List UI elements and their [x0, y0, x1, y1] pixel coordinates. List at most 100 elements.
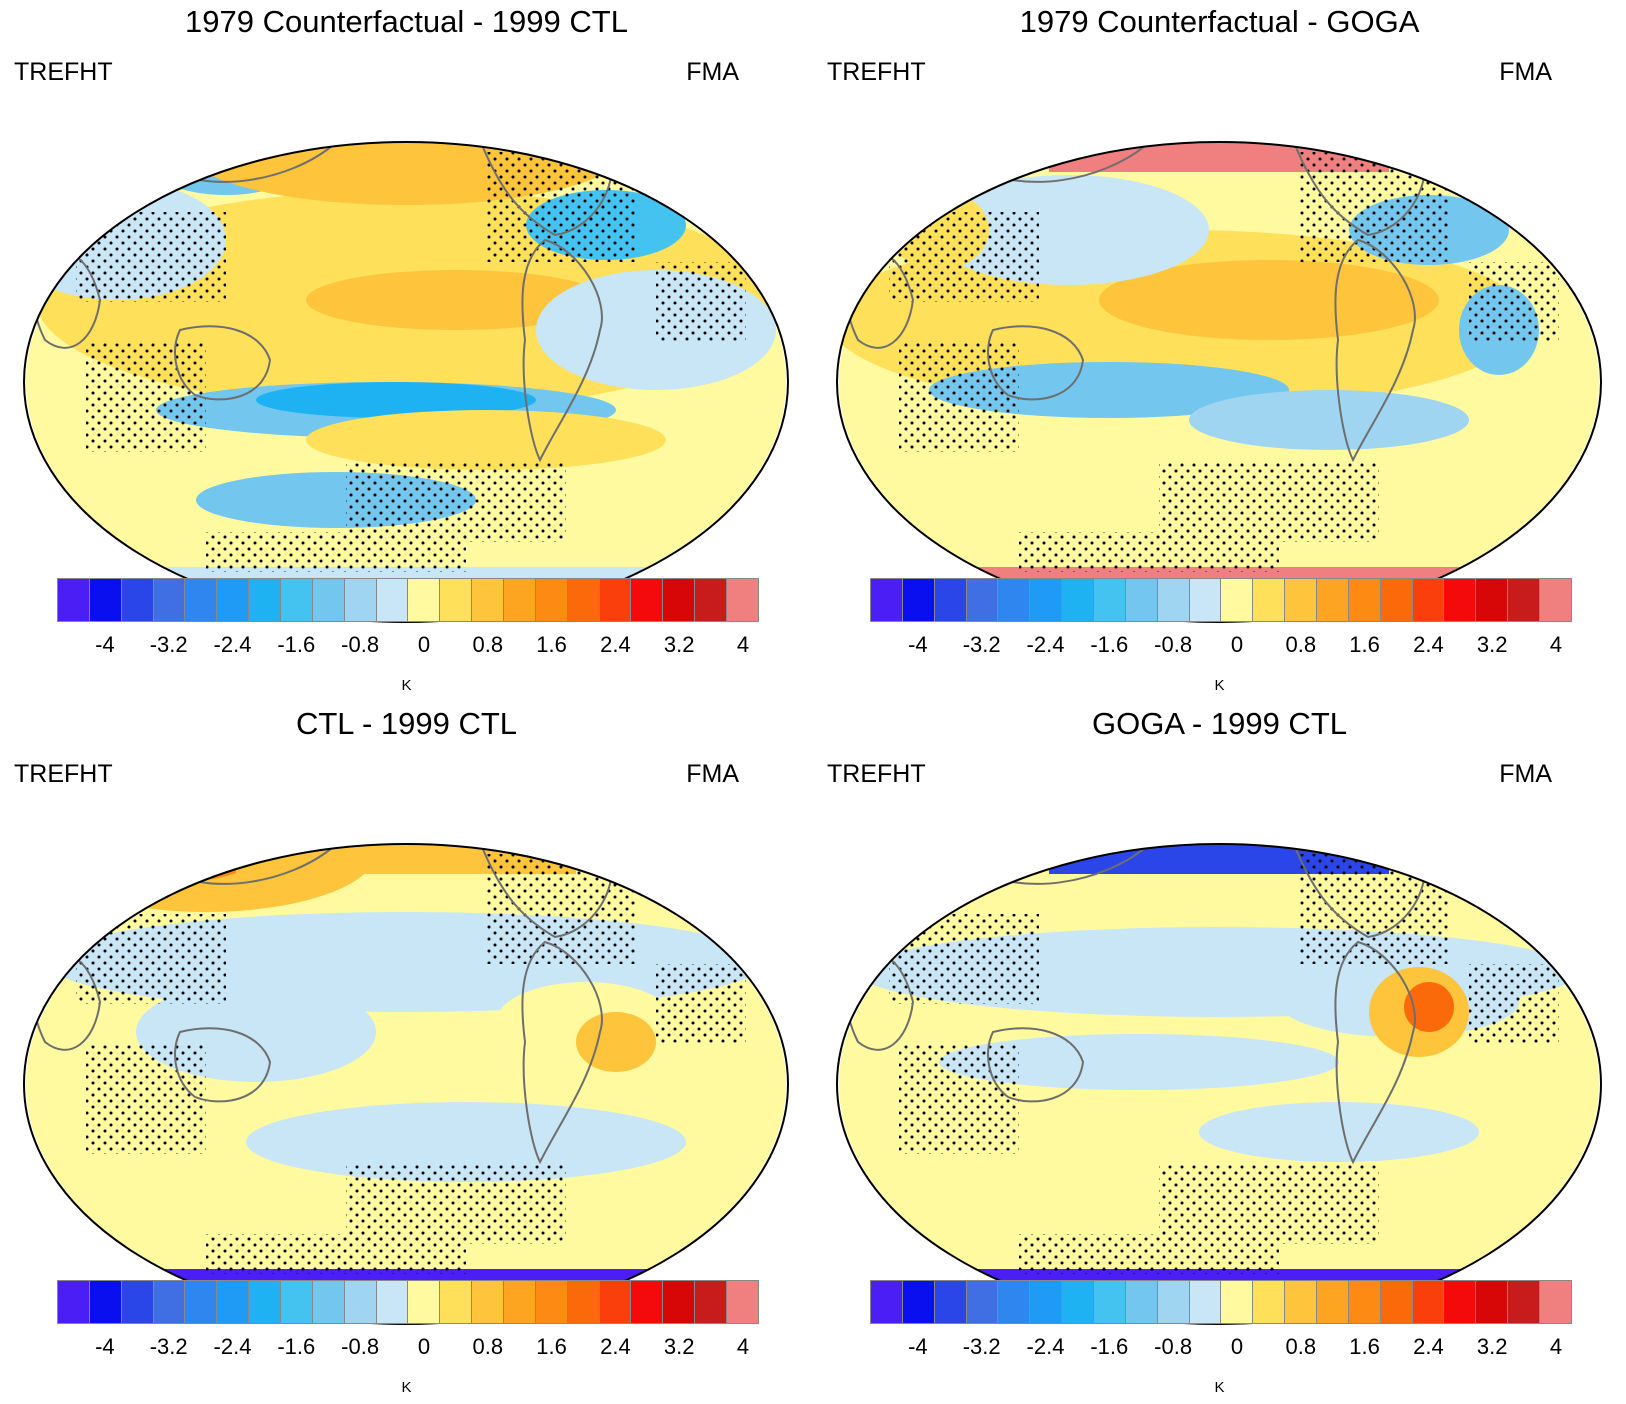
colorbar-swatch — [1125, 1281, 1158, 1323]
tick-label: -2.4 — [213, 1334, 252, 1359]
tick-label: -1.6 — [1090, 632, 1129, 657]
colorbar-ticks: -4 -3.2 -2.4 -1.6 -0.8 0 0.8 1.6 2.4 3.2… — [870, 632, 1572, 662]
colorbar-swatch — [440, 579, 473, 621]
colorbar-unit: K — [401, 1379, 412, 1396]
tick-label: 3.2 — [663, 1334, 695, 1359]
tick-label: 0 — [1230, 1334, 1244, 1359]
colorbar-swatch — [185, 579, 218, 621]
colorbar-swatch — [1348, 579, 1381, 621]
colorbar-ticks: -4 -3.2 -2.4 -1.6 -0.8 0 0.8 1.6 2.4 3.2… — [57, 632, 759, 662]
tick-label: 2.4 — [600, 632, 631, 657]
season-label: FMA — [1499, 58, 1552, 86]
tick-label: -4 — [908, 1334, 928, 1359]
colorbar-swatch — [631, 579, 664, 621]
map-panel: GOGA - 1999 CTL TREFHT FMA -4 -3.2 -2.4 … — [813, 702, 1626, 1404]
tick-label: 0 — [417, 632, 431, 657]
colorbar-swatch — [871, 1281, 903, 1323]
colorbar-swatch — [1285, 1281, 1318, 1323]
tick-label: -4 — [95, 632, 115, 657]
colorbar-swatch — [871, 579, 903, 621]
colorbar-swatch — [902, 579, 935, 621]
colorbar-unit: K — [1214, 677, 1225, 694]
colorbar-swatch — [1412, 1281, 1445, 1323]
colorbar-swatch — [504, 579, 536, 621]
colorbar-swatch — [934, 1281, 967, 1323]
tick-label: -3.2 — [149, 1334, 188, 1359]
colorbar-swatch — [504, 1281, 536, 1323]
colorbar-swatch — [902, 1281, 935, 1323]
colorbar-swatch — [376, 1281, 409, 1323]
tick-label: 1.6 — [536, 1334, 567, 1359]
colorbar-swatch — [376, 579, 409, 621]
colorbar-swatch — [727, 579, 758, 621]
season-label: FMA — [1499, 760, 1552, 788]
colorbar-ticks: -4 -3.2 -2.4 -1.6 -0.8 0 0.8 1.6 2.4 3.2… — [870, 1334, 1572, 1364]
colorbar-swatch — [1476, 579, 1509, 621]
colorbar-swatch — [1157, 1281, 1190, 1323]
tick-label: 3.2 — [1476, 1334, 1508, 1359]
tick-label: 4 — [1549, 632, 1563, 657]
colorbar-swatch — [1540, 1281, 1571, 1323]
tick-label: 3.2 — [663, 632, 695, 657]
colorbar-swatch — [153, 579, 186, 621]
tick-label: 0.8 — [1285, 1334, 1317, 1359]
colorbar-swatch — [1189, 579, 1222, 621]
colorbar-swatch — [1540, 579, 1571, 621]
season-label: FMA — [686, 58, 739, 86]
variable-label: TREFHT — [14, 760, 113, 788]
colorbar-swatch — [1253, 579, 1286, 621]
tick-label: -4 — [95, 1334, 115, 1359]
colorbar-swatch — [1094, 579, 1126, 621]
colorbar-swatch — [1221, 1281, 1254, 1323]
colorbar-swatch — [1189, 1281, 1222, 1323]
colorbar-swatch — [599, 579, 632, 621]
colorbar-swatch — [89, 579, 122, 621]
colorbar-swatch — [472, 1281, 505, 1323]
tick-label: -3.2 — [962, 632, 1001, 657]
tick-label: -3.2 — [149, 632, 188, 657]
colorbar-swatch — [1380, 579, 1413, 621]
colorbar-swatch — [58, 1281, 90, 1323]
variable-label: TREFHT — [827, 58, 926, 86]
colorbar-swatch — [1030, 579, 1063, 621]
colorbar-swatch — [153, 1281, 186, 1323]
colorbar-swatch — [121, 579, 154, 621]
colorbar-ticks: -4 -3.2 -2.4 -1.6 -0.8 0 0.8 1.6 2.4 3.2… — [57, 1334, 759, 1364]
tick-label: 0.8 — [472, 632, 504, 657]
tick-label: -0.8 — [341, 632, 380, 657]
colorbar-swatch — [1253, 1281, 1286, 1323]
colorbar-swatch — [695, 1281, 728, 1323]
colorbar-swatch — [1348, 1281, 1381, 1323]
colorbar-swatch — [249, 579, 282, 621]
colorbar-swatch — [1094, 1281, 1126, 1323]
tick-label: -1.6 — [1090, 1334, 1129, 1359]
tick-label: -1.6 — [277, 632, 316, 657]
colorbar — [57, 1280, 759, 1324]
colorbar-swatch — [966, 1281, 999, 1323]
colorbar-swatch — [663, 579, 696, 621]
colorbar-swatch — [1030, 1281, 1063, 1323]
colorbar-swatch — [249, 1281, 282, 1323]
colorbar-swatch — [998, 1281, 1031, 1323]
colorbar-swatch — [1508, 579, 1541, 621]
colorbar-swatch — [631, 1281, 664, 1323]
variable-label: TREFHT — [827, 760, 926, 788]
colorbar-swatch — [1062, 1281, 1095, 1323]
tick-label: -2.4 — [213, 632, 252, 657]
tick-label: 1.6 — [1349, 1334, 1380, 1359]
tick-label: 0.8 — [1285, 632, 1317, 657]
colorbar-swatch — [567, 1281, 600, 1323]
tick-label: -2.4 — [1026, 1334, 1065, 1359]
colorbar-swatch — [535, 1281, 568, 1323]
colorbar-swatch — [217, 1281, 250, 1323]
colorbar-swatch — [1412, 579, 1445, 621]
map-panel: CTL - 1999 CTL TREFHT FMA -4 -3.2 -2.4 -… — [0, 702, 813, 1404]
panel-title: CTL - 1999 CTL — [295, 706, 518, 741]
colorbar — [870, 578, 1572, 622]
colorbar — [870, 1280, 1572, 1324]
colorbar-unit: K — [1214, 1379, 1225, 1396]
tick-label: -4 — [908, 632, 928, 657]
colorbar-swatch — [535, 579, 568, 621]
tick-label: -3.2 — [962, 1334, 1001, 1359]
colorbar-swatch — [1317, 1281, 1349, 1323]
